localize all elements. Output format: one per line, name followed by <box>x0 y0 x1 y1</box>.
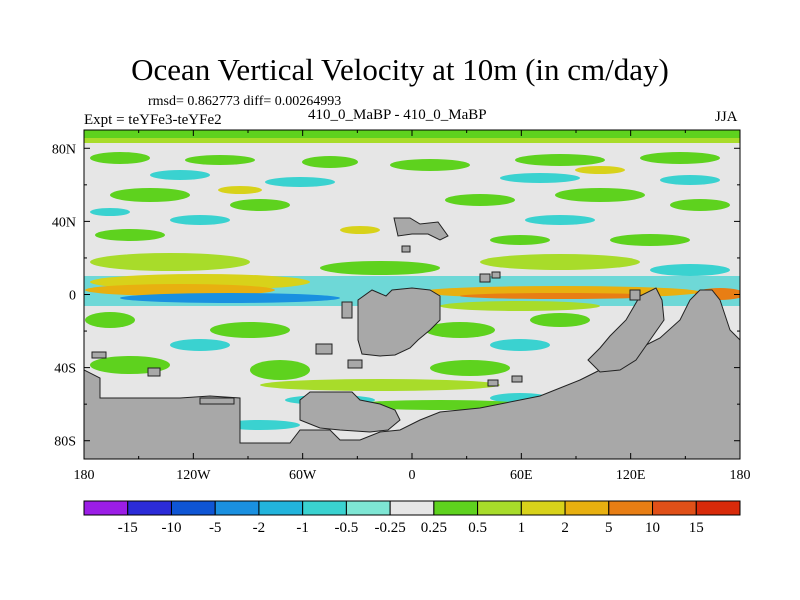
period-label: 410_0_MaBP - 410_0_MaBP <box>308 107 487 123</box>
colorbar-level-label: -2 <box>253 520 266 536</box>
x-axis-labels: 180 120W 60W 0 60E 120E 180 <box>74 468 751 483</box>
land-island <box>511 375 523 383</box>
colorbar-level-label: -0.5 <box>335 520 359 536</box>
field-patch <box>90 152 730 246</box>
land-island <box>487 379 499 387</box>
colorbar-level-label: 1 <box>518 520 526 536</box>
x-tick-label: 0 <box>409 468 416 483</box>
stats-label: rmsd= 0.862773 diff= 0.00264993 <box>148 94 342 109</box>
field-patch <box>460 293 660 299</box>
experiment-label: Expt = teYFe3-teYFe2 <box>84 112 222 128</box>
land-south-america <box>299 391 401 433</box>
colorbar-swatch <box>170 500 216 516</box>
colorbar-swatch <box>608 500 654 516</box>
field-patch <box>260 379 500 391</box>
colorbar-level-label: 10 <box>645 520 660 536</box>
land-island <box>629 289 641 301</box>
colorbar-swatch <box>520 500 566 516</box>
colorbar-level-label: -0.25 <box>375 520 406 536</box>
colorbar-level-label: 15 <box>689 520 704 536</box>
x-tick-label: 180 <box>730 468 751 483</box>
colorbar-level-label: 0.5 <box>468 520 487 536</box>
land-island <box>479 273 491 283</box>
colorbar-labels: -15 -10 -5 -2 -1 -0.5 -0.25 0.25 0.5 1 2 5 10 15 <box>118 520 704 536</box>
land-antarctica <box>84 289 740 459</box>
field-patch <box>218 166 625 234</box>
y-axis-labels: 80N 40N 0 40S 80S <box>52 142 76 449</box>
field-patch <box>85 284 275 296</box>
land-mask <box>84 217 740 459</box>
x-tick-label: 180 <box>74 468 95 483</box>
colorbar-level-label: -15 <box>118 520 138 536</box>
colorbar-swatch <box>345 500 391 516</box>
colorbar-swatch <box>258 500 304 516</box>
colorbar-swatch <box>389 500 435 516</box>
land-australia <box>587 287 665 373</box>
field-patch <box>480 254 640 270</box>
y-tick-label: 80N <box>52 142 76 157</box>
y-tick-label: 40S <box>54 362 76 377</box>
colorbar <box>83 500 741 516</box>
colorbar-level-label: -1 <box>296 520 309 536</box>
axis-ticks <box>83 130 741 459</box>
y-tick-label: 0 <box>69 289 76 304</box>
land-island <box>347 359 363 369</box>
colorbar-swatch <box>564 500 610 516</box>
land-island <box>91 351 107 359</box>
colorbar-swatch <box>477 500 522 516</box>
land-island <box>401 245 411 253</box>
field-patch <box>90 170 720 225</box>
land-island <box>199 397 235 405</box>
x-tick-label: 120E <box>616 468 646 483</box>
colorbar-level-label: 5 <box>605 520 613 536</box>
field-patch <box>650 264 730 276</box>
field-patch <box>320 261 440 275</box>
colorbar-swatch <box>433 500 479 516</box>
land-island <box>341 301 353 319</box>
land-island <box>315 343 333 355</box>
y-tick-label: 40N <box>52 215 76 230</box>
y-tick-label: 80S <box>54 435 76 450</box>
land-island <box>491 271 501 279</box>
x-tick-label: 120W <box>176 468 211 483</box>
field-patch <box>90 253 250 271</box>
colorbar-level-label: -10 <box>161 520 181 536</box>
land-europe-patch <box>393 217 449 241</box>
x-tick-label: 60W <box>289 468 317 483</box>
colorbar-swatch <box>214 500 260 516</box>
colorbar-swatch <box>83 500 129 516</box>
colorbar-swatch <box>695 500 741 516</box>
colorbar-swatch <box>302 500 347 516</box>
season-label: JJA <box>715 109 738 125</box>
x-tick-label: 60E <box>510 468 533 483</box>
land-africa <box>357 287 441 357</box>
colorbar-level-label: 0.25 <box>421 520 447 536</box>
field-patch <box>120 293 340 303</box>
field-patch <box>84 138 740 143</box>
chart-title: Ocean Vertical Velocity at 10m (in cm/da… <box>131 52 669 87</box>
colorbar-level-label: 2 <box>561 520 569 536</box>
colorbar-level-label: -5 <box>209 520 222 536</box>
colorbar-swatch <box>652 500 697 516</box>
land-island <box>147 367 161 377</box>
colorbar-swatch <box>127 500 172 516</box>
field-patch <box>440 301 600 311</box>
